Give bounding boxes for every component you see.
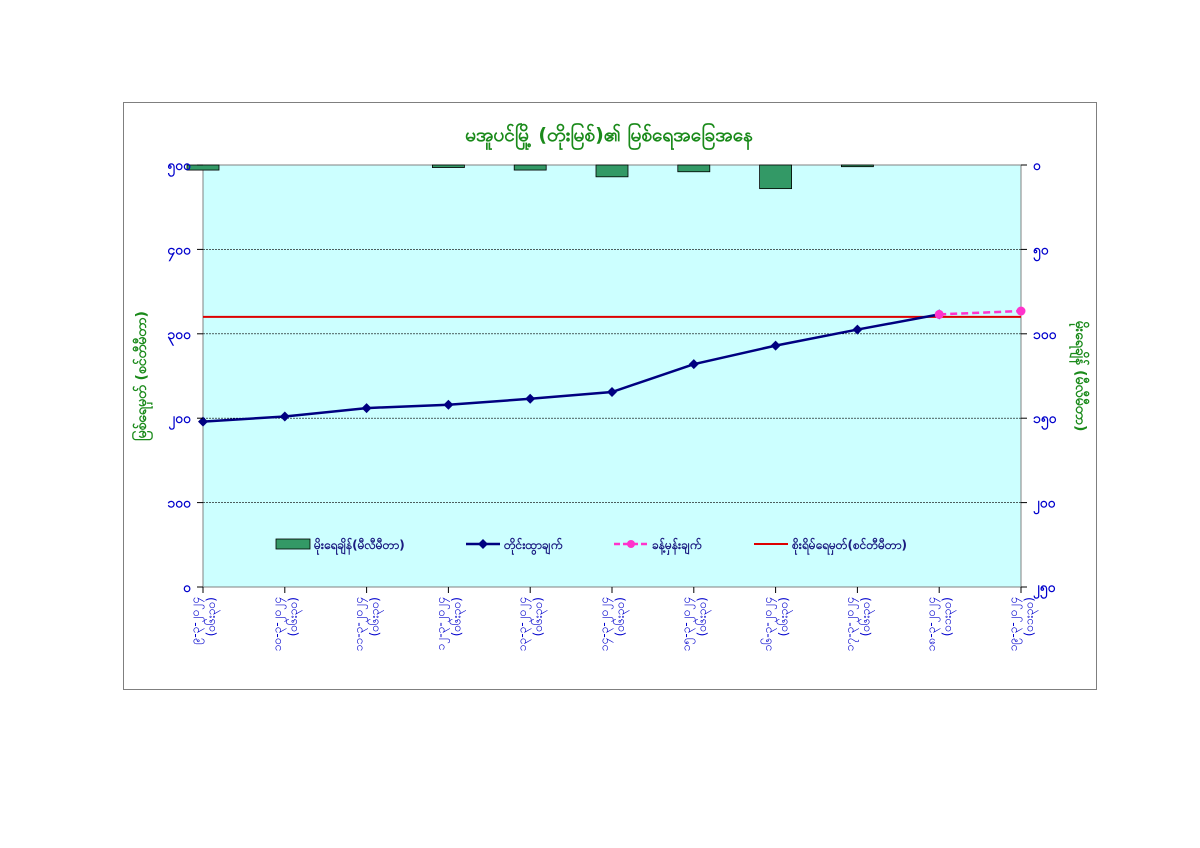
x-tick-label: ၁၉-၃-၂၀၂၄ <box>1006 597 1023 651</box>
chart-svg: မအူပင်မြို့ (တိုးမြစ်)၏ မြစ်ရေအခြေအနေ ၀၁… <box>132 121 1089 651</box>
x-tick-label: ၁၄-၃-၂၀၂၄ <box>597 597 614 651</box>
left-tick-label: ၃၀၀ <box>167 327 192 346</box>
rainfall-bar <box>431 164 465 168</box>
gridlines <box>203 249 1021 503</box>
x-tick-label: (၀၆း၃၀) <box>694 597 712 636</box>
left-tick-label: ၁၀၀ <box>167 496 192 512</box>
forecast-point <box>1016 306 1026 316</box>
x-tick-label: (၀၆း၃၀) <box>857 597 875 636</box>
observed-point <box>688 359 699 370</box>
x-tick-label: (၀၆း၃၀) <box>530 597 548 636</box>
rainfall-bar <box>186 164 220 171</box>
x-tick-label: ၁၈-၃-၂၀၂၄ <box>924 597 941 651</box>
plot-area <box>202 164 1022 588</box>
observed-line <box>198 309 945 427</box>
rainfall-bar <box>677 164 711 173</box>
right-tick-label: ၀ <box>1033 158 1042 174</box>
x-tick-label: (၀၁း၃၀) <box>940 597 957 636</box>
observed-point <box>443 399 454 410</box>
forecast-line <box>939 309 1022 316</box>
right-tick-label: ၂၀၀ <box>1033 496 1057 515</box>
x-tick-label: (၀၆း၃၀) <box>285 597 303 636</box>
x-tick-label: ၁၅-၃-၂၀၂၄ <box>679 597 696 651</box>
left-tick-label: ၅၀၀ <box>167 158 192 177</box>
forecast-line <box>934 306 1026 319</box>
right-tick-label: ၂၅၀ <box>1033 580 1057 599</box>
x-tick-label: (၀၆း၃၀) <box>612 597 630 636</box>
x-tick-label: ၁၁-၃-၂၀၂၄ <box>352 597 369 651</box>
right-tick-label: ၅၀ <box>1033 242 1050 261</box>
right-tick-label: ၁၀၀ <box>1033 327 1058 343</box>
observed-point <box>770 340 781 351</box>
x-tick-label: (၀၁း၃၀) <box>1022 597 1039 636</box>
left-axis-ticks: ၀ ၁၀၀ ၂၀၀ ၃၀၀ ၄၀၀ ၅၀၀ <box>167 158 203 596</box>
left-tick-label: ၄၀၀ <box>167 242 192 261</box>
x-tick-label: ၁၂-၃-၂၀၂၄ <box>433 597 450 650</box>
chart-frame: မအူပင်မြို့ (တိုးမြစ်)၏ မြစ်ရေအခြေအနေ ၀၁… <box>123 102 1097 690</box>
rainfall-bar <box>513 164 547 171</box>
legend-label: တိုင်းထွာချက် <box>503 536 563 556</box>
legend-label: မိုးရေချိန်(မီလီမီတာ) <box>313 536 405 556</box>
legend-label: ခန့်မှန်းချက် <box>652 536 702 556</box>
x-tick-label: ၉-၃-၂၀၂၄ <box>188 597 205 644</box>
observed-line <box>202 313 940 423</box>
chart-title: မအူပင်မြို့ (တိုးမြစ်)၏ မြစ်ရေအခြေအနေ <box>465 121 753 151</box>
x-tick-label: (၀၆း၃၀) <box>203 597 221 636</box>
left-tick-label: ၀ <box>183 580 192 596</box>
observed-point <box>607 387 617 398</box>
right-tick-label: ၁၅၀ <box>1033 411 1058 430</box>
x-tick-label: ၁၇-၃-၂၀၂၄ <box>842 597 859 651</box>
rainfall-bar <box>841 164 874 168</box>
observed-point <box>361 403 372 414</box>
observed-point <box>279 411 290 422</box>
rainfall-bar <box>595 164 629 178</box>
right-axis-title: မိုးရေချိန် (မီလီမီတာ) <box>1069 321 1089 432</box>
legend-swatch-rainfall <box>275 538 311 550</box>
observed-point <box>198 416 208 427</box>
legend-marker-forecast <box>627 540 635 548</box>
forecast-point <box>934 309 944 319</box>
x-tick-label: ၁၆-၃-၂၀၂၄ <box>760 597 778 651</box>
observed-point <box>525 393 536 404</box>
legend-marker-observed <box>478 539 488 549</box>
observed-point <box>852 324 863 335</box>
legend: မိုးရေချိန်(မီလီမီတာ) တိုင်းထွာချက် ခန့်မှ… <box>275 536 907 556</box>
x-tick-label: (၀၆း၃၀) <box>776 597 794 636</box>
rainfall-bar <box>759 164 792 190</box>
left-axis-title: မြစ်ရေမှတ် (စင်တီမီတာ) <box>132 311 153 441</box>
x-tick-label: (၀၆း၃၀) <box>367 597 385 636</box>
x-tick-label: (၀၆း၃၀) <box>448 597 466 636</box>
left-tick-label: ၂၀၀ <box>168 411 192 430</box>
x-tick-label: ၁၃-၃-၂၀၂၄ <box>515 597 532 651</box>
x-axis-ticks: ၉-၃-၂၀၂၄ (၀၆း၃၀) ၁၀-၃-၂၀၂၄ (၀၆း၃၀) ၁၁-၃-၂၀၂၄… <box>188 587 1039 651</box>
x-tick-label: ၁၀-၃-၂၀၂၄ <box>270 597 287 651</box>
legend-label: စိုးရိမ်ရေမှတ်(စင်တီမီတာ) <box>791 536 907 556</box>
